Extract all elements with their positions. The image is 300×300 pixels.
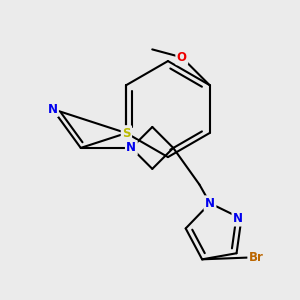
Text: Br: Br — [249, 251, 264, 264]
Text: N: N — [205, 197, 215, 210]
Text: N: N — [47, 103, 58, 116]
Text: N: N — [233, 212, 243, 225]
Text: O: O — [177, 51, 187, 64]
Text: N: N — [126, 141, 136, 154]
Text: S: S — [122, 127, 130, 140]
